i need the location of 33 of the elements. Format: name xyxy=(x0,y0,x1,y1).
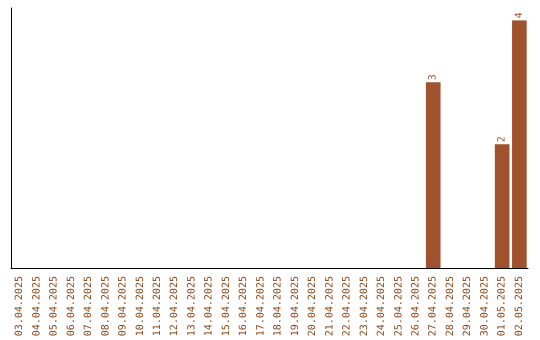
x-tick-label: 11.04.2025 xyxy=(152,276,163,336)
x-tick-label: 13.04.2025 xyxy=(186,276,198,336)
x-tick-label: 29.04.2025 xyxy=(462,276,474,336)
x-tick-label: 26.04.2025 xyxy=(410,276,422,336)
x-tick-label: 30.04.2025 xyxy=(479,276,490,336)
x-tick-label: 19.04.2025 xyxy=(290,276,301,336)
x-tick-label: 10.04.2025 xyxy=(134,276,146,336)
x-tick-label: 15.04.2025 xyxy=(220,276,232,336)
x-tick-label: 02.05.2025 xyxy=(514,276,525,336)
x-tick-label: 18.04.2025 xyxy=(272,276,284,336)
x-tick-label: 03.04.2025 xyxy=(14,276,26,336)
x-tick-label: 05.04.2025 xyxy=(48,276,60,336)
x-tick-label: 07.04.2025 xyxy=(83,276,94,336)
data-label: 2 xyxy=(496,136,508,142)
x-tick-label: 01.05.2025 xyxy=(496,276,508,336)
x-tick-label: 23.04.2025 xyxy=(358,276,370,336)
x-tick-label: 17.04.2025 xyxy=(255,276,266,336)
x-tick-label: 27.04.2025 xyxy=(428,276,439,336)
x-tick-label: 09.04.2025 xyxy=(118,276,129,336)
x-tick-label: 16.04.2025 xyxy=(238,276,250,336)
x-tick-label: 25.04.2025 xyxy=(393,276,404,336)
x-tick-label: 21.04.2025 xyxy=(324,276,336,336)
x-tick-label: 22.04.2025 xyxy=(342,276,353,336)
x-tick-label: 08.04.2025 xyxy=(100,276,112,336)
x-tick-label: 04.04.2025 xyxy=(31,276,42,336)
x-tick-label: 20.04.2025 xyxy=(307,276,318,336)
x-tick-label: 24.04.2025 xyxy=(376,276,388,336)
data-label: 4 xyxy=(514,12,525,18)
x-tick-label: 14.04.2025 xyxy=(204,276,215,336)
x-tick-label: 12.04.2025 xyxy=(169,276,180,336)
data-label: 3 xyxy=(428,74,439,80)
x-tick-label: 28.04.2025 xyxy=(444,276,456,336)
x-tick-label: 06.04.2025 xyxy=(66,276,77,336)
